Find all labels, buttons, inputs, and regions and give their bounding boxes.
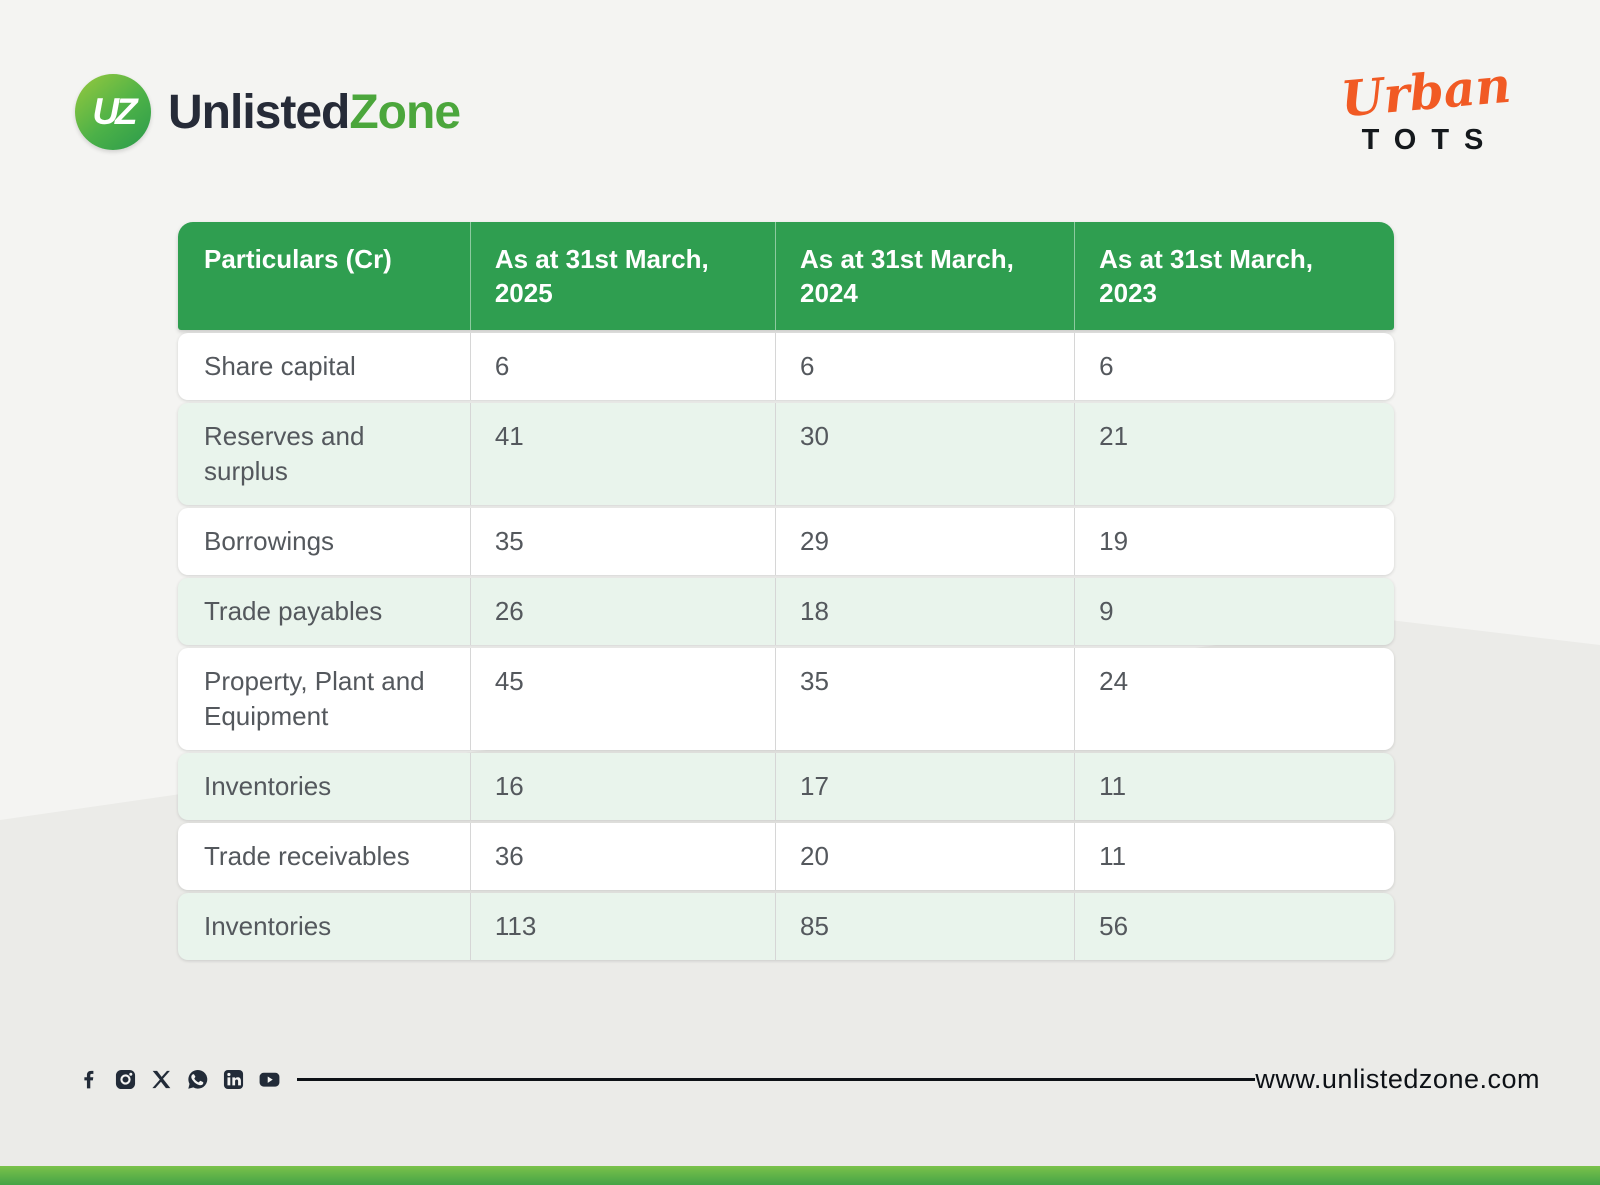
brand-name-zone: Zone — [349, 85, 461, 139]
table-body: Share capital 6 6 6 Reserves and surplus 41 30… — [178, 333, 1394, 960]
footer: www.unlistedzone.com — [78, 1064, 1540, 1095]
row-value: 11 — [1074, 753, 1394, 820]
row-label: Reserves and surplus — [204, 421, 365, 486]
table-row: Reserves and surplus 41 30 21 — [178, 403, 1394, 505]
row-value: 20 — [775, 823, 1074, 890]
table-row: Inventories 16 17 11 — [178, 753, 1394, 820]
table-row: Borrowings 35 29 19 — [178, 508, 1394, 575]
table-row: Property, Plant and Equipment 45 35 24 — [178, 648, 1394, 750]
table-header-row: Particulars (Cr) As at 31st March, 2025 … — [178, 222, 1394, 330]
row-value: 6 — [1074, 333, 1394, 400]
youtube-icon[interactable] — [258, 1068, 281, 1091]
x-twitter-icon[interactable] — [150, 1068, 173, 1091]
social-icon-row — [78, 1068, 281, 1091]
whatsapp-icon[interactable] — [186, 1068, 209, 1091]
row-value: 35 — [775, 648, 1074, 750]
row-label: Trade receivables — [204, 841, 410, 871]
urban-tots-logo: Urban TOTS — [1316, 56, 1536, 157]
footer-rule — [297, 1078, 1256, 1081]
uz-monogram-text: UZ — [92, 91, 137, 132]
header-particulars: Particulars (Cr) — [204, 244, 392, 274]
table-row: Trade payables 26 18 9 — [178, 578, 1394, 645]
brand-name: UnlistedZone — [168, 85, 461, 140]
row-value: 26 — [469, 578, 775, 645]
row-value: 19 — [1074, 508, 1394, 575]
row-value: 17 — [775, 753, 1074, 820]
financials-table: Particulars (Cr) As at 31st March, 2025 … — [178, 222, 1394, 960]
row-value: 30 — [775, 403, 1074, 505]
row-label: Inventories — [204, 771, 332, 801]
row-value: 11 — [1074, 823, 1394, 890]
bottom-accent-bar — [0, 1166, 1600, 1185]
linkedin-icon[interactable] — [222, 1068, 245, 1091]
row-value: 18 — [775, 578, 1074, 645]
row-value: 6 — [775, 333, 1074, 400]
row-label: Trade payables — [204, 596, 383, 626]
header-fy2023: As at 31st March, 2023 — [1074, 222, 1394, 330]
table-row: Share capital 6 6 6 — [178, 333, 1394, 400]
row-label: Inventories — [204, 911, 332, 941]
row-value: 36 — [469, 823, 775, 890]
row-value: 21 — [1074, 403, 1394, 505]
row-label: Property, Plant and Equipment — [204, 666, 425, 731]
header-fy2024: As at 31st March, 2024 — [775, 222, 1074, 330]
row-value: 85 — [775, 893, 1074, 960]
table-row: Inventories 113 85 56 — [178, 893, 1394, 960]
row-value: 24 — [1074, 648, 1394, 750]
uz-monogram-icon: UZ — [75, 74, 151, 150]
tots-caps-text: TOTS — [1361, 123, 1499, 156]
website-link[interactable]: www.unlistedzone.com — [1255, 1064, 1540, 1094]
row-label: Borrowings — [204, 526, 335, 556]
row-value: 29 — [775, 508, 1074, 575]
row-value: 6 — [469, 333, 775, 400]
unlistedzone-logo: UZ UnlistedZone — [75, 74, 461, 150]
row-value: 56 — [1074, 893, 1394, 960]
row-value: 9 — [1074, 578, 1394, 645]
instagram-icon[interactable] — [114, 1068, 137, 1091]
brand-name-unlisted: Unlisted — [168, 85, 350, 139]
row-value: 35 — [469, 508, 775, 575]
facebook-icon[interactable] — [78, 1068, 101, 1091]
header-fy2025: As at 31st March, 2025 — [469, 222, 775, 330]
row-value: 41 — [469, 403, 775, 505]
urban-script-text: Urban — [1338, 55, 1514, 129]
row-value: 113 — [469, 893, 775, 960]
table-row: Trade receivables 36 20 11 — [178, 823, 1394, 890]
row-value: 16 — [469, 753, 775, 820]
row-label: Share capital — [204, 351, 356, 381]
row-value: 45 — [469, 648, 775, 750]
